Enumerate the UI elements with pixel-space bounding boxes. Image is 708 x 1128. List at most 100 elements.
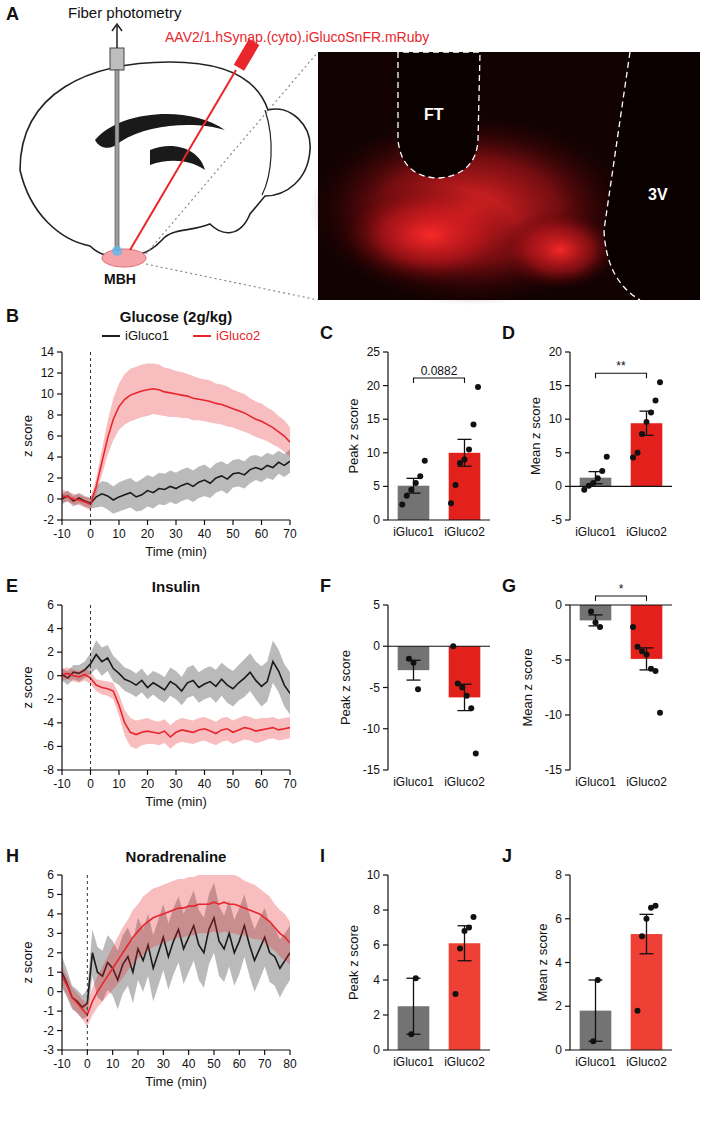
chart-title: Glucose (2g/kg) <box>120 308 233 325</box>
x-tick <box>118 520 119 525</box>
category-label: iGluco1 <box>393 1055 434 1069</box>
error-cap <box>407 679 421 680</box>
y-tick <box>565 1006 570 1007</box>
x-tick <box>239 1050 240 1055</box>
y-tick-label: 15 <box>367 412 381 426</box>
y-axis-title: z score <box>20 942 35 984</box>
y-tick <box>57 874 62 875</box>
x-tick-label: 10 <box>106 1057 120 1071</box>
y-axis-title: Peak z score <box>338 650 353 725</box>
x-tick <box>87 1050 88 1055</box>
data-point <box>630 455 636 461</box>
data-point <box>653 397 659 403</box>
y-tick <box>383 728 388 729</box>
x-tick <box>289 1050 290 1055</box>
x-tick <box>61 520 62 525</box>
data-point <box>417 473 423 479</box>
stimulus-line <box>90 352 91 520</box>
stimulus-line <box>90 605 91 770</box>
data-point <box>468 705 474 711</box>
error-cap <box>458 960 472 961</box>
x-tick <box>137 1050 138 1055</box>
baseline <box>570 1049 672 1050</box>
plot-area <box>580 379 663 493</box>
data-point <box>599 468 605 474</box>
y-tick-label: 10 <box>41 387 55 401</box>
x-tick-label: 30 <box>169 777 183 791</box>
x-tick <box>175 770 176 775</box>
error-band <box>62 640 290 714</box>
data-point <box>448 500 454 506</box>
data-point <box>653 903 659 909</box>
panel-letter: E <box>6 576 18 596</box>
x-tick <box>163 1050 164 1055</box>
x-tick <box>264 1050 265 1055</box>
y-tick-label: 8 <box>555 868 562 882</box>
y-axis <box>387 875 388 1050</box>
legend-swatch <box>102 335 120 337</box>
y-tick-label: 5 <box>555 446 562 460</box>
x-tick-label: 20 <box>141 777 155 791</box>
y-tick <box>57 952 62 953</box>
error-bar <box>413 978 414 1034</box>
x-tick-label: 50 <box>207 1057 221 1071</box>
x-tick <box>61 770 62 775</box>
y-tick-label: 1 <box>47 965 54 979</box>
x-tick-label: 50 <box>226 777 240 791</box>
y-tick <box>57 498 62 499</box>
data-point <box>453 482 459 488</box>
y-tick-label: 6 <box>47 868 54 882</box>
error-band <box>62 875 290 1027</box>
y-tick-label: 4 <box>373 973 380 987</box>
y-axis-title: Peak z score <box>346 398 361 473</box>
x-tick <box>204 770 205 775</box>
baseline <box>388 646 490 647</box>
y-tick <box>565 659 570 660</box>
x-axis-title: Time (min) <box>145 794 207 809</box>
y-tick-label: 6 <box>47 429 54 443</box>
data-point <box>422 458 428 464</box>
data-point <box>413 480 419 486</box>
baseline <box>388 519 490 520</box>
data-point <box>453 991 459 997</box>
data-point <box>455 680 461 686</box>
error-band <box>62 668 290 749</box>
y-tick-label: 2 <box>373 1008 380 1022</box>
y-tick <box>565 714 570 715</box>
data-point <box>457 946 463 952</box>
x-tick <box>90 520 91 525</box>
x-tick <box>289 770 290 775</box>
x-tick <box>232 520 233 525</box>
y-tick <box>565 604 570 605</box>
y-tick <box>383 687 388 688</box>
x-tick <box>261 520 262 525</box>
x-tick-label: 60 <box>255 527 269 541</box>
y-tick <box>57 652 62 653</box>
fiber-ferrule <box>110 48 124 70</box>
data-point <box>413 975 419 981</box>
plot-area <box>62 875 290 1027</box>
x-tick-label: 30 <box>157 1057 171 1071</box>
x-tick-label: -10 <box>53 1057 71 1071</box>
y-tick <box>57 1030 62 1031</box>
y-tick <box>565 385 570 386</box>
data-point <box>639 933 645 939</box>
error-cap <box>640 953 654 954</box>
y-tick-label: 8 <box>47 408 54 422</box>
data-point <box>644 419 650 425</box>
y-tick <box>383 419 388 420</box>
y-axis-title: Peak z score <box>346 925 361 1000</box>
y-tick <box>57 746 62 747</box>
data-point <box>464 693 470 699</box>
data-point <box>590 480 596 486</box>
significance-label: 0.0882 <box>421 364 458 378</box>
y-tick-label: -10 <box>363 722 381 736</box>
y-tick <box>57 972 62 973</box>
plot-area <box>398 643 481 756</box>
histology-signal <box>500 210 620 290</box>
x-axis-title: Time (min) <box>145 1074 207 1089</box>
plot-area <box>62 364 290 514</box>
category-label: iGluco1 <box>393 775 434 789</box>
y-tick <box>57 991 62 992</box>
x-tick-label: 80 <box>283 1057 297 1071</box>
